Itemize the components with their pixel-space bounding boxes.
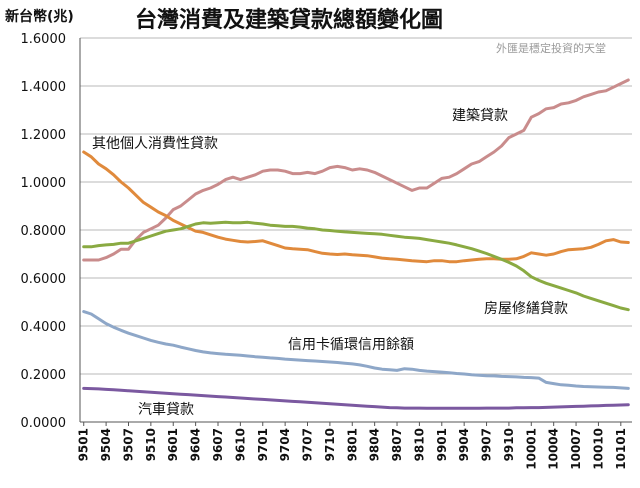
- x-tick-label: 10007: [569, 428, 583, 470]
- x-tick-label: 9504: [99, 428, 113, 461]
- y-axis-ticks: 0.0000 0.2000 0.4000 0.6000 0.8000 1.0000 1.20…: [21, 32, 67, 431]
- x-tick-label: 9810: [412, 428, 426, 461]
- x-tick-label: 9501: [77, 428, 91, 461]
- series-line-4: [82, 386, 630, 410]
- series-label-4: 汽車貸款: [138, 401, 194, 418]
- series-line-2: [82, 220, 630, 312]
- series-label-1: 其他個人消費性貸款: [92, 136, 218, 152]
- x-tick-label: 9710: [323, 428, 337, 461]
- y-tick-label: 0.6000: [21, 272, 67, 287]
- y-tick-label: 1.4000: [21, 80, 67, 95]
- series-line-1: [82, 150, 630, 264]
- x-tick-label: 9704: [278, 428, 292, 461]
- series-label-2: 房屋修繕貸款: [484, 301, 568, 317]
- x-tick-label: 9904: [457, 428, 471, 461]
- series-label-0: 建築貸款: [452, 108, 508, 124]
- series-label-3: 信用卡循環信用餘額: [288, 336, 414, 353]
- x-tick-label: 9707: [301, 428, 315, 461]
- chart-title: 台灣消費及建築貸款總額變化圖: [135, 7, 443, 33]
- x-tick-label: 9901: [435, 428, 449, 461]
- series-lines: [82, 78, 630, 410]
- x-tick-label: 9907: [480, 428, 494, 461]
- y-tick-label: 1.0000: [21, 176, 67, 191]
- x-tick-label: 10004: [547, 428, 561, 470]
- y-tick-label: 0.2000: [21, 368, 67, 383]
- x-tick-label: 9807: [390, 428, 404, 461]
- x-axis-ticks: 9501 9504 9507 9510 9601 9604 9607 9610 9701 9704…: [77, 422, 628, 470]
- x-tick-label: 10010: [591, 428, 605, 470]
- x-tick-label: 9804: [368, 428, 382, 461]
- x-tick-label: 9801: [345, 428, 359, 461]
- y-unit-label: 新台幣(兆): [5, 8, 74, 25]
- y-tick-label: 0.0000: [21, 416, 67, 431]
- x-tick-label: 9604: [189, 428, 203, 461]
- x-tick-label: 9601: [166, 428, 180, 461]
- x-tick-label: 10101: [614, 428, 628, 470]
- y-tick-label: 0.4000: [21, 320, 67, 335]
- y-tick-label: 0.8000: [21, 224, 67, 239]
- y-tick-label: 1.6000: [21, 32, 67, 47]
- x-tick-label: 9701: [256, 428, 270, 461]
- watermark-text: 外匯是穩定投資的天堂: [496, 41, 606, 55]
- x-tick-label: 9510: [144, 428, 158, 461]
- x-tick-label: 9607: [211, 428, 225, 461]
- x-tick-label: 9610: [233, 428, 247, 461]
- x-tick-label: 9910: [502, 428, 516, 461]
- x-tick-label: 9507: [121, 428, 135, 461]
- series-line-3: [82, 310, 630, 390]
- gridlines: [79, 37, 632, 423]
- series-line-0: [82, 78, 630, 262]
- y-tick-label: 1.2000: [21, 128, 67, 143]
- x-tick-label: 10001: [524, 428, 538, 470]
